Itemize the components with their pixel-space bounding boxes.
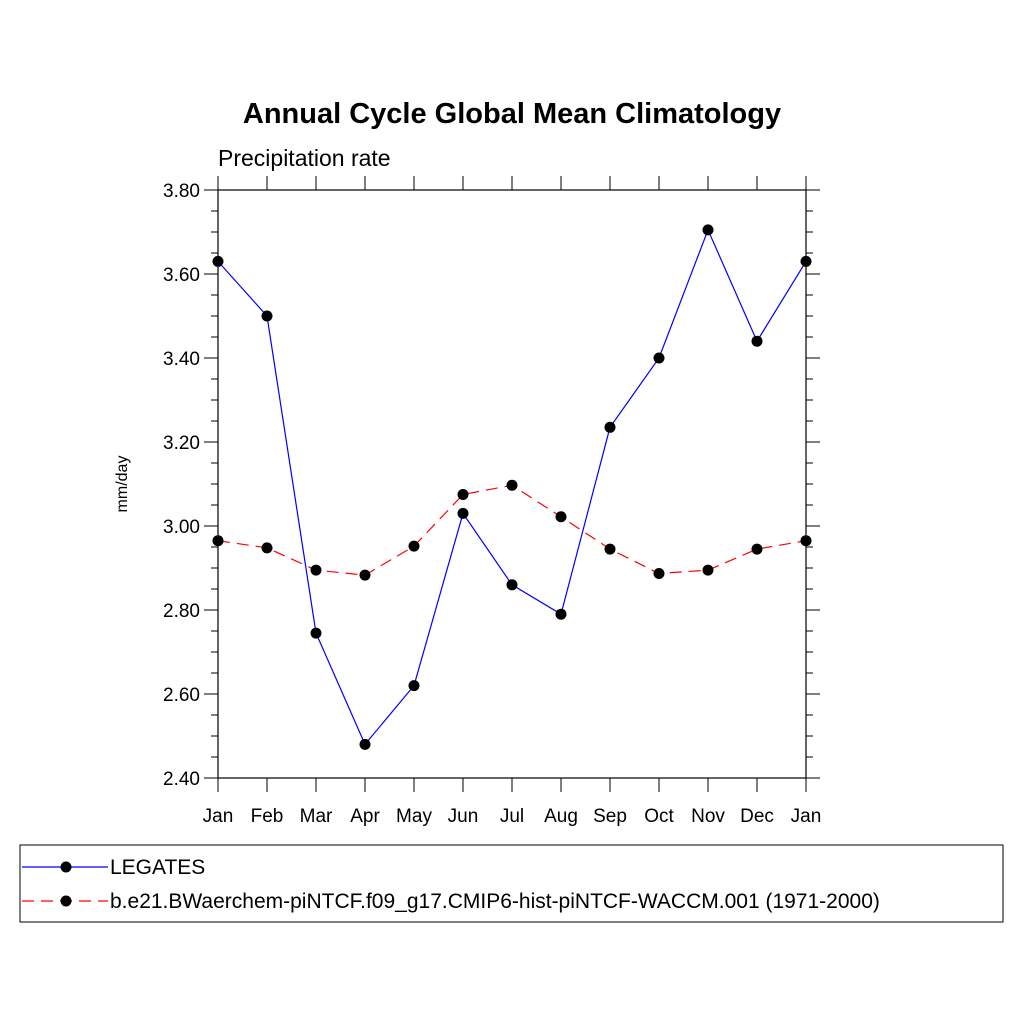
series-2-point — [751, 543, 763, 555]
x-axis-ticks: Jan Feb Mar Apr May Jun Jul Aug Sep Oct Nov Dec Jan — [203, 176, 822, 827]
y-tick-label: 3.80 — [163, 181, 200, 202]
series-2-point — [653, 567, 665, 579]
chart-subtitle: Precipitation rate — [218, 145, 391, 171]
x-tick-label-jun: Jun — [448, 806, 479, 827]
series-line-2 — [217, 484, 807, 576]
legend-marker-2 — [60, 895, 72, 907]
series-2-point — [261, 542, 273, 554]
series-1-point — [653, 352, 665, 364]
series-2-point — [506, 479, 518, 491]
series-2-point — [408, 540, 420, 552]
series-2-point — [555, 511, 567, 523]
series-2-point — [310, 564, 322, 576]
series-1-point — [408, 680, 420, 692]
series-1-point — [751, 335, 763, 347]
series-1-point — [359, 738, 371, 750]
x-tick-label-aug: Aug — [544, 806, 578, 827]
x-tick-label-jan: Jan — [791, 806, 822, 827]
y-tick-label: 3.40 — [163, 349, 200, 370]
y-axis-label: mm/day — [114, 456, 131, 513]
x-tick-label-nov: Nov — [691, 806, 725, 827]
y-tick-label: 3.60 — [163, 265, 200, 286]
legend-label-2: b.e21.BWaerchem-piNTCF.f09_g17.CMIP6-his… — [110, 890, 880, 913]
legend-label-1: LEGATES — [110, 856, 205, 879]
x-tick-label-jan: Jan — [203, 806, 234, 827]
series-1-point — [604, 421, 616, 433]
y-tick-label: 2.80 — [163, 601, 200, 622]
series-2-point — [359, 569, 371, 581]
y-tick-label: 2.60 — [163, 685, 200, 706]
series-1-point — [702, 224, 714, 236]
y-tick-label: 2.40 — [163, 769, 200, 790]
x-tick-label-jul: Jul — [500, 806, 524, 827]
plot-frame — [217, 189, 807, 779]
x-tick-label-sep: Sep — [593, 806, 627, 827]
x-tick-label-mar: Mar — [300, 806, 333, 827]
y-axis-ticks: 2.40 2.60 2.80 3.00 3.20 3.40 3.60 3.80 — [163, 181, 820, 790]
series-1-point — [457, 507, 469, 519]
x-tick-label-may: May — [396, 806, 432, 827]
series-2-point — [702, 564, 714, 576]
series-layer — [212, 224, 812, 750]
series-1-point — [555, 608, 567, 620]
x-tick-label-apr: Apr — [350, 806, 380, 827]
y-tick-label: 3.20 — [163, 433, 200, 454]
legend-box — [19, 844, 1004, 923]
x-tick-label-feb: Feb — [251, 806, 284, 827]
legend: LEGATES b.e21.BWaerchem-piNTCF.f09_g17.CM… — [19, 844, 1004, 923]
series-1-point — [506, 579, 518, 591]
series-1-point — [310, 627, 322, 639]
y-tick-label: 3.00 — [163, 517, 200, 538]
series-2-point — [604, 543, 616, 555]
x-tick-label-oct: Oct — [644, 806, 674, 827]
series-2-point — [457, 489, 469, 500]
chart-title: Annual Cycle Global Mean Climatology — [243, 98, 781, 130]
x-tick-label-dec: Dec — [740, 806, 774, 827]
series-1-point — [261, 310, 273, 322]
legend-marker-1 — [60, 861, 72, 873]
